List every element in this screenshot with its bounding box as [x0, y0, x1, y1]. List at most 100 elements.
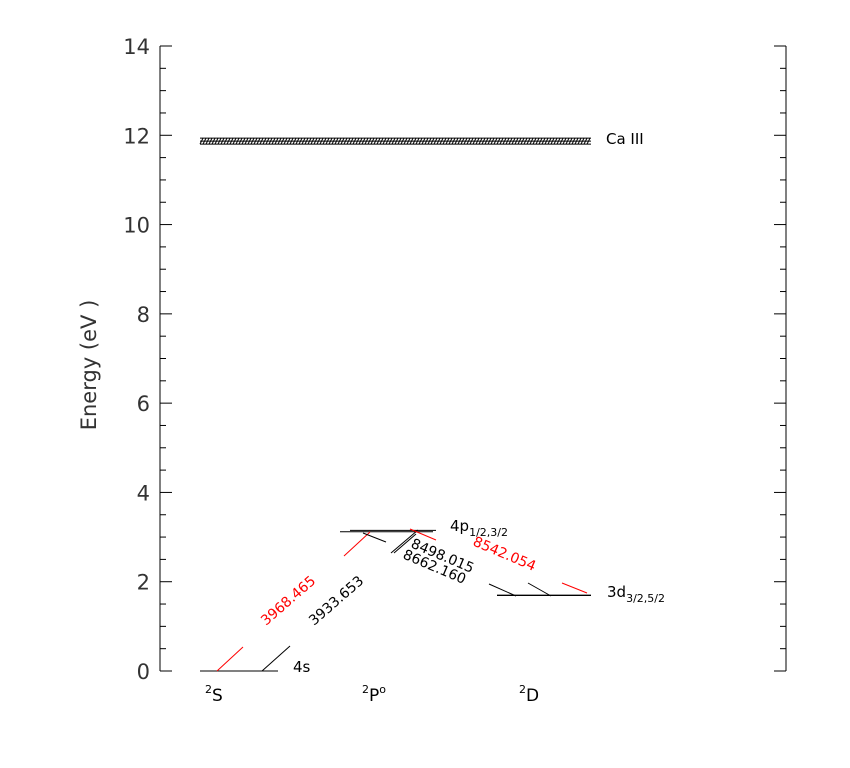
ionization-hatch — [238, 137, 243, 145]
ionization-hatch — [520, 137, 525, 145]
transition-8662-line-upper — [393, 533, 417, 554]
transition-3968-line-upper — [343, 531, 371, 557]
level-3d: 3d3/2,5/2 — [497, 583, 665, 605]
ionization-hatch — [568, 137, 573, 145]
ionization-hatch — [487, 137, 492, 145]
ionization-hatch — [304, 137, 309, 145]
ionization-hatch — [217, 137, 222, 145]
ionization-hatch — [301, 137, 306, 145]
ionization-hatch — [226, 137, 231, 145]
ionization-hatch — [262, 137, 267, 145]
ionization-hatch — [400, 137, 405, 145]
level-4s: 4s — [200, 658, 311, 676]
ionization-hatch — [475, 137, 480, 145]
ionization-hatch — [547, 137, 552, 145]
ionization-hatch — [553, 137, 558, 145]
ionization-hatch — [511, 137, 516, 145]
y-tick-label: 6 — [137, 392, 150, 416]
ionization-hatch — [274, 137, 279, 145]
ionization-hatch — [337, 137, 342, 145]
ionization-hatch — [259, 137, 264, 145]
ionization-hatch — [256, 137, 261, 145]
ionization-hatch — [409, 137, 414, 145]
ionization-hatch — [556, 137, 561, 145]
ionization-hatch — [382, 137, 387, 145]
ionization-hatch — [469, 137, 474, 145]
ionization-hatch — [298, 137, 303, 145]
ionization-hatch — [478, 137, 483, 145]
ionization-hatch — [580, 137, 585, 145]
ionization-hatch — [571, 137, 576, 145]
ionization-label: Ca III — [606, 130, 644, 148]
ionization-hatch — [349, 137, 354, 145]
y-tick-label: 10 — [123, 214, 150, 238]
ionization-hatch — [541, 137, 546, 145]
ionization-hatch — [481, 137, 486, 145]
ionization-hatch — [346, 137, 351, 145]
term-P-mult: 2 — [362, 683, 369, 696]
ionization-hatch — [316, 137, 321, 145]
transition-3933-line-upper — [390, 529, 419, 554]
ionization-hatch — [250, 137, 255, 145]
ionization-hatch — [319, 137, 324, 145]
ionization-hatch — [340, 137, 345, 145]
ionization-hatch — [253, 137, 258, 145]
level-3d-name: 3d — [607, 583, 626, 601]
ionization-hatch — [391, 137, 396, 145]
term-D-letter: D — [526, 686, 539, 706]
level-4p-name: 4p — [450, 517, 469, 535]
ionization-hatch — [508, 137, 513, 145]
level-4p: 4p1/2,3/2 — [340, 517, 508, 539]
ionization-hatch — [403, 137, 408, 145]
ionization-hatch — [454, 137, 459, 145]
transition-3968-line-lower — [216, 646, 244, 672]
ionization-hatch — [472, 137, 477, 145]
ionization-hatch — [565, 137, 570, 145]
ionization-hatch — [358, 137, 363, 145]
ionization-hatch — [526, 137, 531, 145]
level-4p-sub: 1/2,3/2 — [469, 526, 508, 539]
ionization-hatch — [451, 137, 456, 145]
ionization-hatch — [286, 137, 291, 145]
level-3d-label: 3d3/2,5/2 — [607, 583, 665, 605]
ionization-hatch — [463, 137, 468, 145]
ionization-hatch — [352, 137, 357, 145]
level-4p-label: 4p1/2,3/2 — [450, 517, 508, 539]
term-P-suffix: o — [379, 683, 386, 696]
ionization-hatch — [532, 137, 537, 145]
ionization-hatch — [364, 137, 369, 145]
ionization-hatch — [550, 137, 555, 145]
ionization-hatch — [466, 137, 471, 145]
ionization-hatch — [283, 137, 288, 145]
transition-8542-line-upper — [409, 528, 437, 541]
ionization-hatch — [586, 137, 591, 145]
ionization-hatch — [439, 137, 444, 145]
ionization-hatch — [535, 137, 540, 145]
ionization-hatch — [295, 137, 300, 145]
y-tick-label: 12 — [123, 124, 150, 148]
ionization-hatch — [343, 137, 348, 145]
ionization-hatch — [496, 137, 501, 145]
ionization-hatch — [514, 137, 519, 145]
ionization-hatch — [430, 137, 435, 145]
ionization-hatch — [199, 137, 204, 145]
ionization-hatch — [202, 137, 207, 145]
ionization-hatch — [244, 137, 249, 145]
ionization-hatch — [271, 137, 276, 145]
y-tick-label: 2 — [137, 571, 150, 595]
ionization-hatch — [373, 137, 378, 145]
ionization-hatch — [331, 137, 336, 145]
y-tick-label: 0 — [137, 660, 150, 684]
transition-8542-line-lower — [561, 582, 588, 594]
ionization-hatch — [367, 137, 372, 145]
ionization-hatch — [562, 137, 567, 145]
ionization-hatch — [460, 137, 465, 145]
ionization-hatch — [235, 137, 240, 145]
ionization-hatch — [247, 137, 252, 145]
ionization-hatch — [277, 137, 282, 145]
ionization-hatch — [418, 137, 423, 145]
transition-8542-label: 8542.054 — [470, 534, 538, 575]
ionization-hatch — [265, 137, 270, 145]
term-label-D: 2D — [519, 683, 539, 706]
